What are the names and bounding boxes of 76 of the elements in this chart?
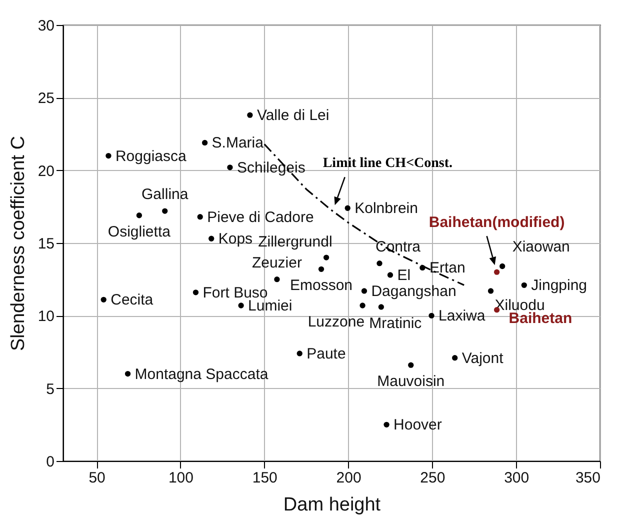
y-tick-label: 15 [38, 236, 54, 252]
point [124, 370, 131, 377]
point [361, 288, 368, 294]
point [428, 312, 434, 318]
point [238, 302, 244, 308]
data-label: Xiaowan [512, 238, 570, 256]
x-tick-label: 150 [252, 470, 278, 486]
y-tick-label: 0 [46, 454, 54, 470]
point [408, 362, 414, 368]
point [360, 302, 366, 308]
point [387, 272, 394, 278]
data-label: Contra [375, 238, 422, 256]
point [384, 422, 390, 428]
data-label: Zillergrundl [258, 234, 332, 251]
y-tick-label: 10 [38, 308, 54, 326]
point [208, 236, 214, 242]
point [100, 296, 106, 302]
data-label: Valle di Lei [256, 107, 330, 124]
point [162, 208, 168, 214]
data-label: S.Maria [212, 134, 264, 152]
point [192, 290, 199, 296]
data-label: Kolnbrein [354, 200, 418, 218]
point [488, 288, 494, 294]
y-axis-title: Slenderness coefficient C [8, 136, 29, 352]
y-tick-label: 20 [38, 162, 54, 180]
data-label: Mratinic [369, 314, 422, 332]
x-tick-label: 250 [420, 470, 446, 486]
data-label: Paute [306, 345, 346, 362]
data-label: Pieve di Cadore [207, 208, 314, 226]
x-tick-label: 350 [575, 470, 600, 486]
x-tick-label: 100 [168, 470, 194, 486]
data-label: Mauvoisin [377, 373, 445, 390]
point [136, 212, 142, 218]
point [106, 152, 112, 159]
data-label: Jingping [531, 277, 588, 294]
point [378, 304, 384, 310]
data-label: Emosson [290, 277, 353, 294]
data-label: El [397, 266, 411, 284]
y-tick-label: 25 [38, 90, 54, 108]
point [197, 214, 203, 220]
data-label: Ertan [429, 260, 466, 277]
x-axis-title: Dam height [283, 494, 382, 516]
data-label: Zeuzier [252, 254, 302, 272]
point [227, 164, 233, 170]
point [202, 140, 208, 146]
point [318, 266, 324, 272]
x-tick-label: 200 [336, 470, 362, 486]
data-label: Luzzone [308, 313, 365, 330]
data-label: Cecita [110, 292, 154, 309]
data-label: Laxiwa [438, 308, 486, 325]
point [500, 263, 506, 270]
data-label: Hoover [394, 416, 442, 434]
data-label: Baihetan(modified) [428, 214, 565, 232]
y-tick-label: 30 [38, 18, 54, 34]
data-label: Osiglietta [108, 223, 172, 240]
data-label: Schilegeis [236, 159, 306, 176]
data-label: Vajont [462, 350, 504, 367]
point [323, 254, 330, 260]
point [296, 350, 302, 356]
x-tick-label: 50 [88, 470, 106, 486]
data-label: Dagangshan [371, 282, 456, 300]
y-tick-label: 5 [46, 380, 54, 398]
point [494, 269, 500, 275]
point [521, 282, 527, 288]
annotation: Limit line CH<Const. [322, 156, 453, 172]
data-label: Gallina [142, 186, 189, 204]
point [452, 354, 458, 361]
data-label: Kops [218, 230, 253, 248]
point [376, 260, 382, 266]
point [274, 276, 280, 282]
data-label: Baihetan [508, 310, 572, 327]
data-label: Montagna Spaccata [134, 366, 269, 383]
point [344, 205, 350, 211]
data-label: Roggiasca [115, 148, 188, 165]
point [247, 112, 253, 118]
x-tick-label: 300 [504, 470, 530, 486]
